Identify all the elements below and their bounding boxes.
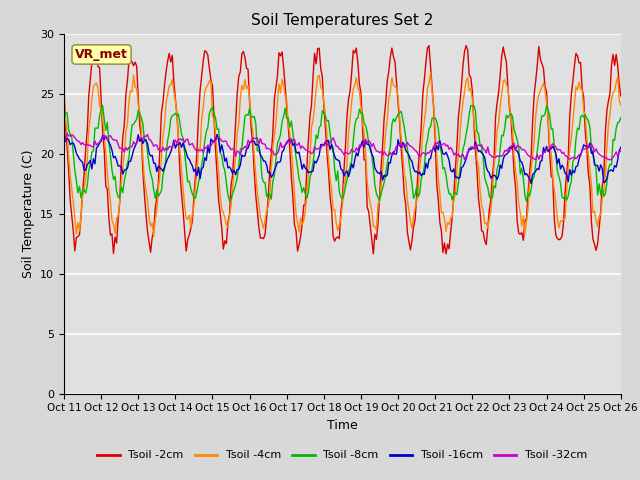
- Tsoil -2cm: [165, 50, 173, 56]
- Tsoil -4cm: [410, 215, 417, 220]
- Tsoil -4cm: [379, 166, 387, 172]
- Tsoil -4cm: [397, 135, 405, 141]
- Tsoil -32cm: [397, 141, 405, 147]
- Text: VR_met: VR_met: [75, 48, 128, 61]
- Tsoil -32cm: [165, 144, 173, 150]
- Tsoil -8cm: [379, 185, 387, 191]
- Tsoil -4cm: [427, 70, 435, 75]
- Legend: Tsoil -2cm, Tsoil -4cm, Tsoil -8cm, Tsoil -16cm, Tsoil -32cm: Tsoil -2cm, Tsoil -4cm, Tsoil -8cm, Tsoi…: [93, 446, 592, 465]
- Tsoil -2cm: [379, 143, 387, 149]
- Tsoil -16cm: [410, 166, 417, 171]
- Tsoil -16cm: [552, 151, 559, 156]
- Tsoil -16cm: [397, 144, 405, 150]
- Tsoil -16cm: [379, 177, 387, 183]
- Tsoil -4cm: [617, 102, 625, 108]
- Y-axis label: Soil Temperature (C): Soil Temperature (C): [22, 149, 35, 278]
- Tsoil -32cm: [532, 156, 540, 162]
- Tsoil -2cm: [91, 43, 99, 48]
- Tsoil -8cm: [76, 183, 83, 189]
- Tsoil -8cm: [617, 115, 625, 120]
- Tsoil -4cm: [150, 234, 157, 240]
- Tsoil -16cm: [617, 144, 625, 150]
- X-axis label: Time: Time: [327, 419, 358, 432]
- Tsoil -32cm: [410, 145, 417, 151]
- Line: Tsoil -32cm: Tsoil -32cm: [64, 133, 621, 159]
- Tsoil -16cm: [213, 132, 221, 137]
- Tsoil -8cm: [99, 103, 106, 108]
- Title: Soil Temperatures Set 2: Soil Temperatures Set 2: [252, 13, 433, 28]
- Tsoil -2cm: [617, 93, 625, 99]
- Tsoil -2cm: [397, 146, 405, 152]
- Tsoil -32cm: [63, 131, 71, 136]
- Tsoil -4cm: [76, 228, 83, 234]
- Tsoil -2cm: [76, 232, 83, 238]
- Tsoil -8cm: [397, 108, 405, 114]
- Tsoil -8cm: [165, 130, 173, 135]
- Tsoil -4cm: [165, 83, 173, 89]
- Tsoil -2cm: [410, 224, 417, 229]
- Tsoil -8cm: [60, 118, 68, 124]
- Tsoil -2cm: [552, 232, 559, 238]
- Line: Tsoil -2cm: Tsoil -2cm: [64, 46, 621, 254]
- Tsoil -4cm: [60, 95, 68, 101]
- Tsoil -16cm: [164, 156, 172, 161]
- Tsoil -16cm: [60, 140, 68, 146]
- Tsoil -32cm: [379, 152, 387, 158]
- Tsoil -8cm: [523, 198, 531, 204]
- Line: Tsoil -16cm: Tsoil -16cm: [64, 134, 621, 183]
- Line: Tsoil -8cm: Tsoil -8cm: [64, 106, 621, 201]
- Tsoil -16cm: [527, 180, 535, 186]
- Tsoil -8cm: [410, 195, 417, 201]
- Tsoil -16cm: [76, 156, 83, 162]
- Line: Tsoil -4cm: Tsoil -4cm: [64, 72, 621, 237]
- Tsoil -32cm: [77, 142, 85, 147]
- Tsoil -2cm: [60, 86, 68, 92]
- Tsoil -8cm: [552, 153, 559, 159]
- Tsoil -32cm: [60, 138, 68, 144]
- Tsoil -4cm: [552, 199, 559, 205]
- Tsoil -2cm: [442, 251, 450, 257]
- Tsoil -32cm: [552, 144, 559, 150]
- Tsoil -32cm: [617, 148, 625, 154]
